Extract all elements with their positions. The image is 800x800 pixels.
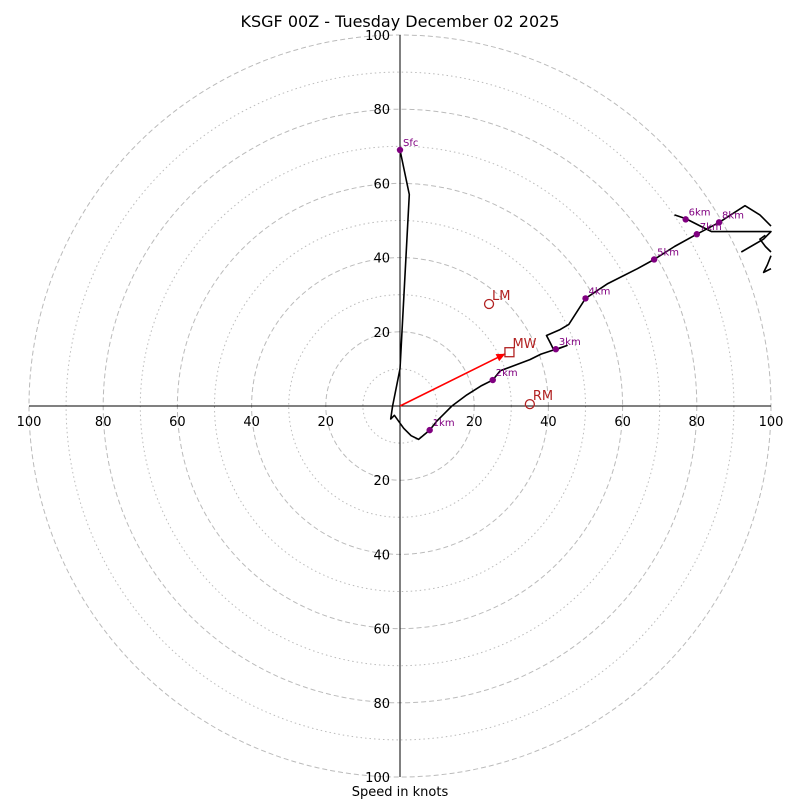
height-marker-point [582, 295, 589, 302]
hodograph-line [389, 149, 772, 441]
x-tick-label: 80 [95, 415, 112, 430]
hodograph-line-offscale [759, 234, 772, 253]
right-mover-label: RM [533, 389, 553, 404]
y-tick-label: 80 [373, 103, 390, 118]
height-marker-label: Sfc [403, 138, 418, 149]
mean-wind-marker [504, 347, 515, 358]
x-axis-label: Speed in knots [352, 785, 449, 800]
y-tick-label: 20 [373, 474, 390, 489]
height-marker-point [489, 376, 496, 384]
x-tick-label: 20 [466, 415, 483, 430]
hodograph-line-lower [762, 255, 772, 274]
height-marker-point [426, 426, 433, 434]
x-tick-label: 60 [614, 415, 631, 430]
height-marker-point [682, 216, 689, 223]
right-mover-marker [524, 398, 535, 410]
y-tick-label: 80 [373, 697, 390, 712]
y-tick-label: 40 [373, 548, 390, 563]
x-tick-label: 100 [17, 415, 42, 430]
height-marker-label: 5km [657, 247, 679, 258]
mean-wind-arrow-head [495, 353, 506, 362]
y-tick-label: 100 [365, 771, 390, 786]
height-marker-label: 3km [559, 337, 581, 348]
y-tick-label: 100 [365, 29, 390, 44]
height-marker-label: 1km [433, 418, 455, 429]
left-mover-marker [483, 298, 495, 310]
y-tick-label: 20 [373, 326, 390, 341]
x-tick-label: 40 [243, 415, 260, 430]
x-tick-label: 20 [318, 415, 335, 430]
y-tick-label: 40 [373, 252, 390, 267]
height-marker-label: 4km [589, 286, 611, 297]
height-marker-point [715, 219, 723, 226]
storm-motions: LM MW RM [483, 289, 553, 410]
mean-wind-label: MW [512, 337, 536, 352]
height-marker-label: 8km [722, 210, 744, 221]
storm-motion-arrow [399, 352, 506, 407]
tick-labels: 20 20 20 20 40 40 40 40 60 60 60 60 80 80 80 80 100 100 10… [17, 29, 784, 786]
x-tick-label: 80 [689, 415, 706, 430]
x-tick-label: 100 [759, 415, 784, 430]
height-marker-point [396, 146, 404, 154]
y-tick-label: 60 [373, 177, 390, 192]
x-tick-label: 40 [540, 415, 557, 430]
height-marker-point [693, 231, 700, 238]
mean-wind-arrow-shaft [399, 352, 506, 407]
x-tick-label: 60 [169, 415, 186, 430]
y-tick-label: 60 [373, 623, 390, 638]
height-marker-label: 2km [496, 368, 518, 379]
chart-title: KSGF 00Z - Tuesday December 02 2025 [241, 12, 560, 31]
left-mover-label: LM [492, 289, 510, 304]
hodograph-trace [389, 149, 772, 441]
height-marker-label: 6km [689, 207, 711, 218]
height-marker-label: 7km [700, 222, 722, 233]
height-marker-point [552, 346, 560, 353]
height-marker-point [650, 256, 658, 263]
